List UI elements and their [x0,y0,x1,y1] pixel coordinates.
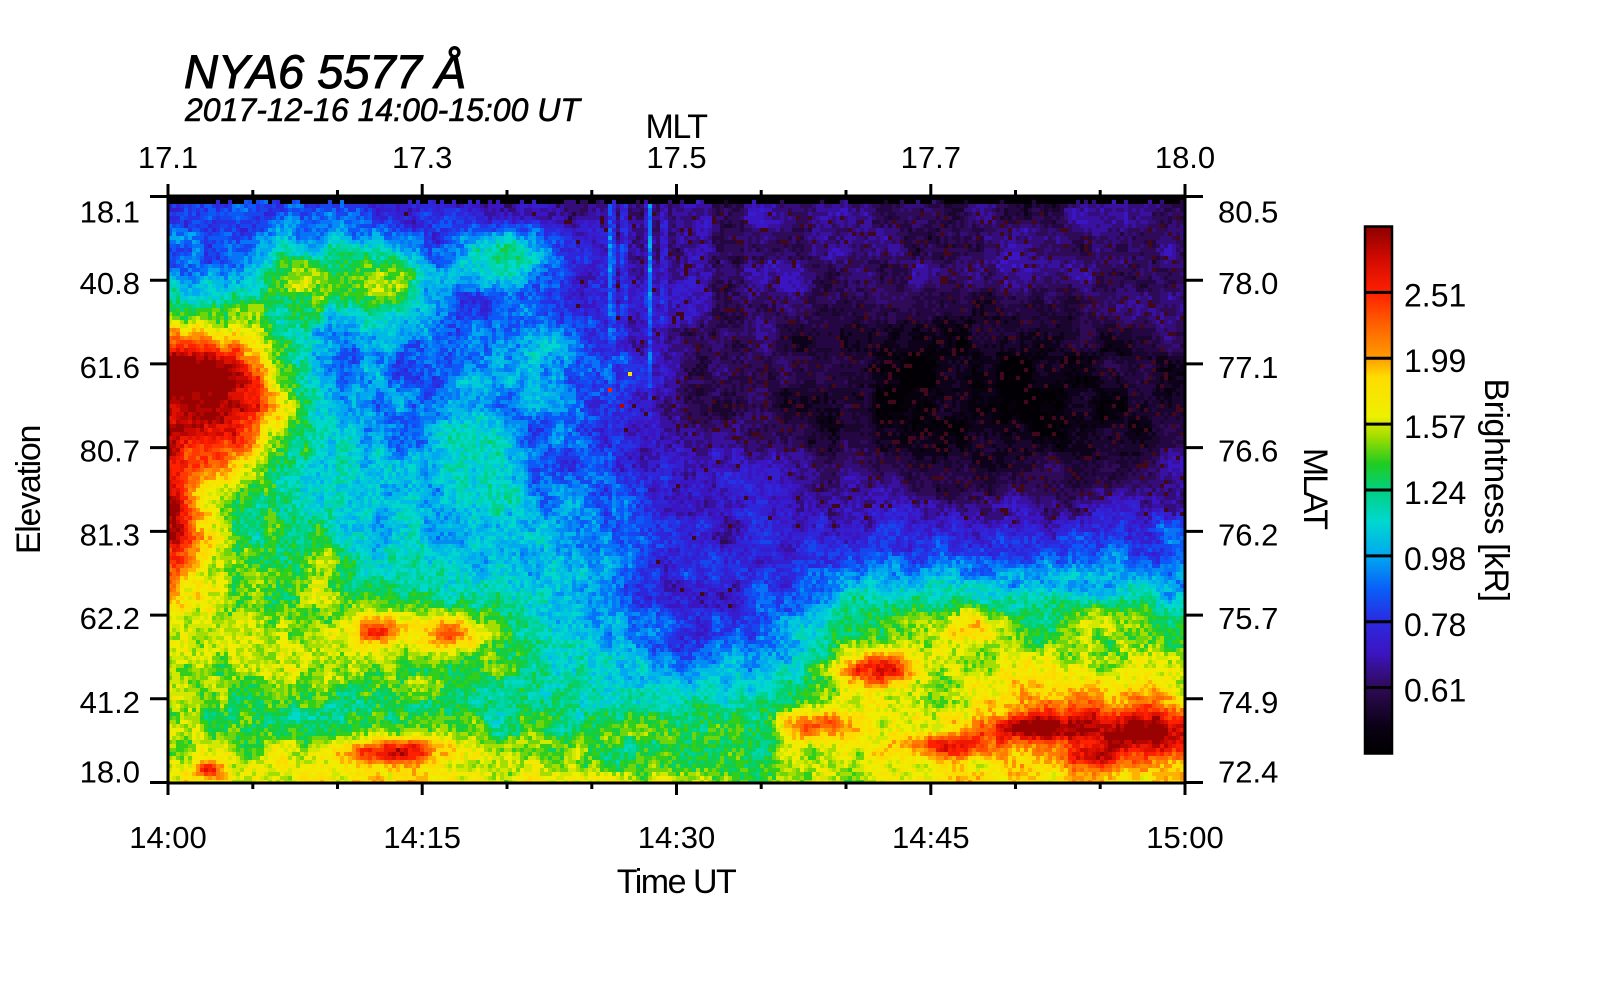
svg-text:76.2: 76.2 [1218,517,1278,552]
svg-text:2.51: 2.51 [1404,277,1466,313]
svg-text:41.2: 41.2 [80,685,140,720]
svg-text:1.24: 1.24 [1404,475,1466,511]
svg-text:18.1: 18.1 [80,195,140,230]
svg-text:1.57: 1.57 [1404,409,1466,445]
svg-text:61.6: 61.6 [80,350,140,385]
svg-text:0.78: 0.78 [1404,607,1466,643]
svg-text:75.7: 75.7 [1218,601,1278,636]
svg-text:81.3: 81.3 [80,517,140,552]
svg-text:Time UT: Time UT [617,863,736,901]
svg-text:80.5: 80.5 [1218,195,1278,230]
svg-text:17.5: 17.5 [646,140,706,175]
svg-text:14:15: 14:15 [383,820,461,855]
svg-text:15:00: 15:00 [1146,820,1224,855]
svg-text:Brightness [kR]: Brightness [kR] [1477,378,1515,601]
svg-text:18.0: 18.0 [1155,140,1215,175]
svg-text:MLT: MLT [646,108,708,146]
svg-text:76.6: 76.6 [1218,434,1278,469]
svg-text:0.61: 0.61 [1404,673,1466,709]
svg-text:62.2: 62.2 [80,601,140,636]
svg-text:17.7: 17.7 [901,140,961,175]
svg-text:17.3: 17.3 [392,140,452,175]
svg-text:17.1: 17.1 [138,140,198,175]
svg-text:NYA6 5577 Å: NYA6 5577 Å [184,45,466,98]
svg-text:72.4: 72.4 [1218,755,1278,790]
svg-text:14:45: 14:45 [892,820,970,855]
svg-text:0.98: 0.98 [1404,541,1466,577]
svg-text:74.9: 74.9 [1218,685,1278,720]
svg-text:Elevation: Elevation [10,426,48,554]
svg-text:80.7: 80.7 [80,434,140,469]
svg-text:2017-12-16 14:00-15:00 UT: 2017-12-16 14:00-15:00 UT [184,92,582,128]
svg-text:14:30: 14:30 [638,820,716,855]
svg-text:1.99: 1.99 [1404,343,1466,379]
svg-text:MLAT: MLAT [1296,448,1334,529]
svg-text:14:00: 14:00 [129,820,207,855]
svg-text:18.0: 18.0 [80,755,140,790]
svg-text:78.0: 78.0 [1218,266,1278,301]
svg-text:40.8: 40.8 [80,266,140,301]
svg-text:77.1: 77.1 [1218,350,1278,385]
